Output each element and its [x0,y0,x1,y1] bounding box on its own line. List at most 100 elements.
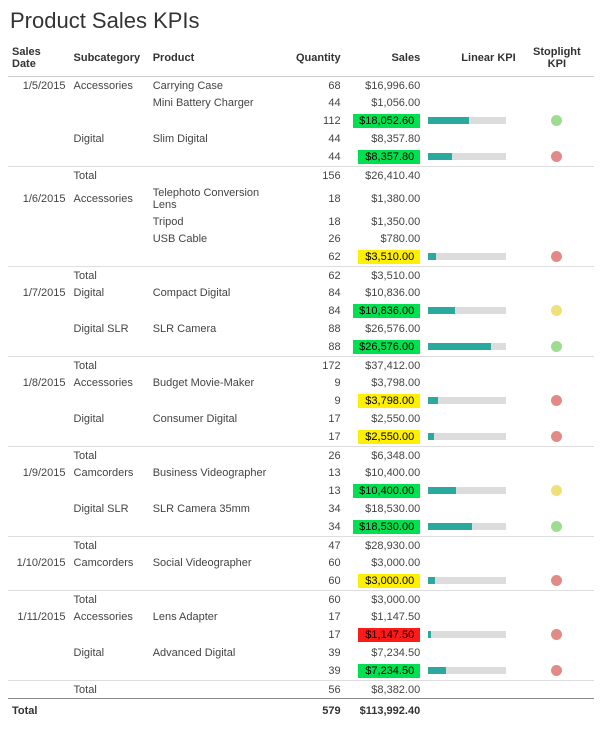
cell-sales: $3,000.00 [345,554,425,571]
cell-stoplight-kpi [520,661,594,681]
cell-quantity: 17 [289,427,345,447]
cell-sales: $26,576.00 [345,320,425,337]
cell-date [8,167,70,185]
col-sales[interactable]: Sales [345,40,425,77]
cell-linear-kpi [424,537,519,555]
col-subcategory[interactable]: Subcategory [70,40,149,77]
cell-stoplight-kpi [520,284,594,301]
cell-subcategory [70,481,149,500]
cell-stoplight-kpi [520,625,594,644]
cell-sales: $3,000.00 [345,591,425,609]
cell-quantity: 34 [289,517,345,537]
cell-stoplight-kpi [520,427,594,447]
data-row: Mini Battery Charger44$1,056.00 [8,94,594,111]
cell-subcategory: Digital [70,130,149,147]
cell-product: SLR Camera 35mm [149,500,289,517]
stoplight-dot [551,305,562,316]
sales-pill: $2,550.00 [358,430,420,444]
subtotal-row: Total156$26,410.40 [8,167,594,185]
cell-subcategory [70,230,149,247]
col-quantity[interactable]: Quantity [289,40,345,77]
cell-product [149,537,289,555]
cell-product [149,357,289,375]
cell-date: 1/5/2015 [8,77,70,95]
col-stoplight-kpi[interactable]: Stoplight KPI [520,40,594,77]
grand-total-label: Total [8,699,289,724]
sales-pill: $18,530.00 [353,520,420,534]
col-product[interactable]: Product [149,40,289,77]
data-row: USB Cable26$780.00 [8,230,594,247]
cell-linear-kpi [424,337,519,357]
subtotal-row: Total62$3,510.00 [8,267,594,285]
cell-date [8,625,70,644]
cell-linear-kpi [424,284,519,301]
grand-total-qty: 579 [289,699,345,724]
cell-sales: $8,357.80 [345,130,425,147]
linear-kpi-fill [428,153,451,160]
linear-kpi-bar [428,307,506,314]
cell-linear-kpi [424,357,519,375]
data-row: DigitalAdvanced Digital39$7,234.50 [8,644,594,661]
cell-date [8,213,70,230]
data-row: DigitalConsumer Digital17$2,550.00 [8,410,594,427]
cell-subcategory: Accessories [70,374,149,391]
stoplight-dot [551,341,562,352]
cell-subcategory [70,247,149,267]
linear-kpi-bar [428,397,506,404]
cell-date [8,481,70,500]
cell-linear-kpi [424,410,519,427]
cell-sales: $1,380.00 [345,184,425,213]
col-linear-kpi[interactable]: Linear KPI [424,40,519,77]
cell-quantity: 156 [289,167,345,185]
subtotal-row: Total172$37,412.00 [8,357,594,375]
cell-sales: $16,996.60 [345,77,425,95]
cell-stoplight-kpi [520,130,594,147]
cell-linear-kpi [424,320,519,337]
cell-subcategory [70,301,149,320]
sales-pill: $1,147.50 [358,628,420,642]
cell-sales: $2,550.00 [345,410,425,427]
cell-sales: $3,510.00 [345,267,425,285]
cell-stoplight-kpi [520,147,594,167]
cell-linear-kpi [424,247,519,267]
cell-quantity: 62 [289,267,345,285]
cell-quantity: 88 [289,320,345,337]
cell-stoplight-kpi [520,681,594,699]
cell-product: Business Videographer [149,464,289,481]
data-row: Digital SLRSLR Camera 35mm34$18,530.00 [8,500,594,517]
cell-product [149,571,289,591]
cell-stoplight-kpi [520,213,594,230]
cell-product: Consumer Digital [149,410,289,427]
cell-linear-kpi [424,374,519,391]
subtotal-row: Total26$6,348.00 [8,447,594,465]
linear-kpi-bar [428,631,506,638]
cell-stoplight-kpi [520,267,594,285]
sales-pill: $18,052.60 [353,114,420,128]
cell-subcategory: Digital SLR [70,320,149,337]
data-row: 17$1,147.50 [8,625,594,644]
subtotal-row: Total60$3,000.00 [8,591,594,609]
stoplight-dot [551,575,562,586]
linear-kpi-bar [428,253,506,260]
cell-subcategory [70,625,149,644]
cell-subcategory [70,94,149,111]
cell-date: 1/11/2015 [8,608,70,625]
cell-linear-kpi [424,184,519,213]
stoplight-dot [551,431,562,442]
cell-stoplight-kpi [520,301,594,320]
cell-sales: $10,836.00 [345,301,425,320]
data-row: 112$18,052.60 [8,111,594,130]
cell-subcategory: Total [70,447,149,465]
cell-linear-kpi [424,167,519,185]
cell-stoplight-kpi [520,644,594,661]
col-sales-date[interactable]: Sales Date [8,40,70,77]
cell-quantity: 44 [289,147,345,167]
sales-pill: $8,357.80 [358,150,420,164]
cell-quantity: 44 [289,130,345,147]
cell-stoplight-kpi [520,184,594,213]
cell-sales: $3,798.00 [345,374,425,391]
linear-kpi-bar [428,667,506,674]
linear-kpi-bar [428,117,506,124]
cell-stoplight-kpi [520,111,594,130]
linear-kpi-bar [428,577,506,584]
